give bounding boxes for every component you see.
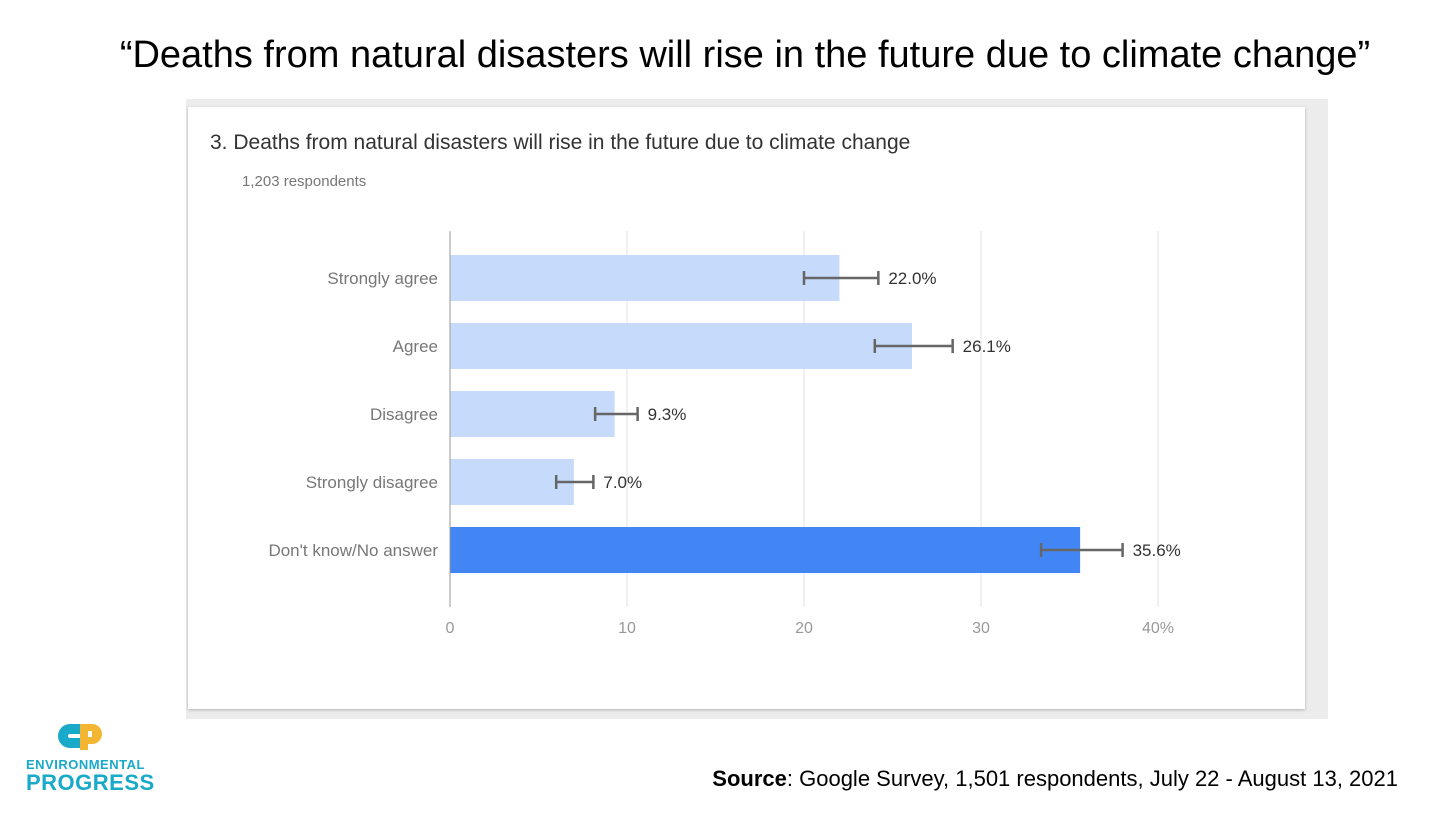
data-label: 35.6% bbox=[1133, 541, 1181, 560]
category-label: Agree bbox=[393, 337, 438, 356]
bar bbox=[450, 459, 574, 505]
logo-text-environmental: ENVIRONMENTAL bbox=[26, 757, 145, 772]
source-note: Source: Google Survey, 1,501 respondents… bbox=[712, 766, 1398, 792]
slide-title: “Deaths from natural disasters will rise… bbox=[119, 34, 1371, 76]
data-label: 9.3% bbox=[648, 405, 687, 424]
x-tick-label: 40% bbox=[1142, 620, 1174, 637]
data-label: 26.1% bbox=[963, 337, 1011, 356]
bar bbox=[450, 527, 1081, 573]
bar bbox=[450, 391, 615, 437]
data-label: 7.0% bbox=[603, 473, 642, 492]
x-tick-label: 20 bbox=[795, 620, 813, 637]
x-tick-label: 0 bbox=[446, 620, 455, 637]
source-label: Source bbox=[712, 766, 787, 791]
category-label: Strongly agree bbox=[327, 269, 438, 288]
category-label: Don't know/No answer bbox=[268, 541, 438, 560]
environmental-progress-logo-icon bbox=[58, 724, 102, 750]
category-label: Disagree bbox=[370, 405, 438, 424]
question-title: 3. Deaths from natural disasters will ri… bbox=[210, 131, 911, 154]
bar-chart: Strongly agree 22.0% Agree 26.1% Disagree 9.3… bbox=[268, 231, 1181, 637]
survey-card: 3. Deaths from natural disasters will ri… bbox=[188, 107, 1305, 709]
logo-text-progress: PROGRESS bbox=[26, 770, 155, 795]
x-tick-label: 30 bbox=[972, 620, 990, 637]
respondent-count: 1,203 respondents bbox=[242, 173, 367, 190]
bar bbox=[450, 323, 912, 369]
source-text: : Google Survey, 1,501 respondents, July… bbox=[786, 766, 1398, 791]
bar bbox=[450, 255, 840, 301]
category-label: Strongly disagree bbox=[306, 473, 438, 492]
data-label: 22.0% bbox=[888, 269, 936, 288]
x-tick-label: 10 bbox=[618, 620, 636, 637]
